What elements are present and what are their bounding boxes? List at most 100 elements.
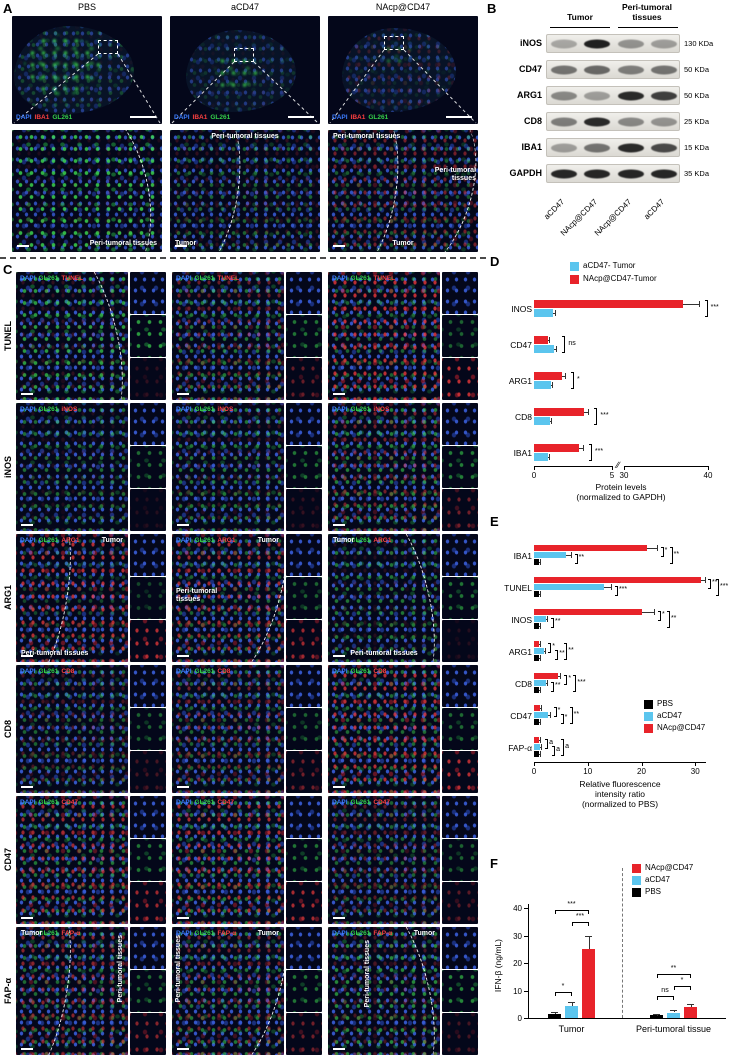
green-channel-texture (130, 708, 166, 750)
green-channel-texture (172, 403, 284, 531)
row-label-text: iNOS (2, 455, 13, 478)
sig-label: ns (661, 987, 669, 994)
error-bar (641, 609, 655, 615)
sig-bracket (571, 922, 589, 926)
bar-NAcp@CD47 (534, 609, 642, 615)
microscopy-CD47-1: DAPI GL261 CD47 (16, 796, 128, 924)
y-axis (528, 904, 530, 1019)
x-axis-label: (normalized to PBS) (581, 799, 659, 809)
tick-label: 0 (531, 471, 537, 480)
panel-a-label: A (3, 1, 13, 16)
stain-dapi: DAPI (20, 406, 36, 413)
channel-thumb-red (130, 358, 166, 400)
legend-label: NAcp@CD47 (645, 863, 694, 872)
stain-cd47: CD47 (373, 799, 391, 806)
stain-gl261: GL261 (210, 114, 231, 121)
category-label-INOS: INOS (511, 304, 532, 314)
row-label-FAP-α: FAP-α (1, 927, 14, 1055)
stain-dapi: DAPI (176, 537, 192, 544)
red-channel-texture (328, 534, 440, 662)
bar-PBS (534, 655, 540, 661)
tick-label: 30 (513, 931, 522, 941)
sig-bracket (716, 579, 719, 596)
stain-label: DAPI GL261 ARG1 (20, 537, 82, 544)
sig-bracket (564, 675, 568, 685)
green-channel-texture (442, 577, 478, 619)
stain-dapi: DAPI (332, 930, 348, 937)
blot-strip-CD47 (546, 60, 680, 79)
blue-channel-texture (286, 272, 322, 314)
x-axis-label: (normalized to GAPDH) (576, 492, 666, 502)
microscopy-iNOS-1: DAPI GL261 iNOS (16, 403, 128, 531)
microscopy-iNOS-3: DAPI GL261 iNOS (328, 403, 440, 531)
stain-label: DAPI GL261 iNOS (20, 406, 80, 413)
stain-label: DAPI GL261 CD47 (20, 799, 81, 806)
stain-gl261: GL261 (368, 114, 389, 121)
bar-NAcp@CD47 (534, 545, 647, 551)
channel-thumb-green (130, 315, 166, 357)
stain-dapi: DAPI (176, 406, 192, 413)
stain-dapi: DAPI (332, 537, 348, 544)
microscopy-TUNEL-2: DAPI GL261 TUNEL (172, 272, 284, 400)
red-channel-texture (172, 796, 284, 924)
error-bar (551, 1012, 558, 1014)
bar-NAcp@CD47 (534, 705, 541, 711)
channel-thumb-blue (130, 534, 166, 576)
stain-label: DAPI GL261 CD47 (176, 799, 237, 806)
stain-gl261: GL261 (194, 668, 215, 675)
x-axis (534, 762, 706, 764)
scale-bar (21, 1048, 33, 1050)
protein-band (584, 65, 611, 74)
sig-bracket (656, 996, 674, 1000)
error-bar (670, 1010, 677, 1013)
channel-thumb-blue (286, 927, 322, 969)
molecular-weight: 50 KDa (684, 91, 710, 100)
sig-bracket (570, 372, 574, 389)
stain-gl261: GL261 (350, 406, 371, 413)
sig-label: ** (554, 618, 561, 625)
error-bar (548, 337, 551, 343)
blue-channel-texture (130, 403, 166, 445)
protein-band (617, 117, 644, 126)
axis-tick (524, 935, 528, 937)
row-label-text: ARG1 (2, 585, 13, 611)
bar-aCD47 (534, 744, 541, 750)
scale-bar (175, 245, 187, 247)
stain-iba1: IBA1 (34, 114, 50, 121)
brain-section-image-1: DAPI IBA1 GL261 (12, 16, 162, 124)
sig-label: a (549, 739, 553, 746)
header-underline (550, 27, 610, 28)
red-channel-texture (16, 665, 128, 793)
error-bar (539, 687, 542, 693)
tumor-region (214, 54, 260, 92)
green-channel-texture (342, 28, 456, 112)
blue-channel-texture (286, 403, 322, 445)
stain-fap-α: FAP-α (61, 930, 81, 937)
sig-bracket (656, 974, 691, 978)
category-label-ARG1: ARG1 (508, 376, 532, 386)
bar-NAcp@CD47 (534, 641, 540, 647)
stain-dapi: DAPI (332, 114, 348, 121)
peritumor-zoom-image-1: Peri-tumoral tissues (12, 130, 162, 252)
channel-thumb-red (442, 1013, 478, 1055)
stain-arg1: ARG1 (373, 537, 392, 544)
channel-thumb-blue (130, 272, 166, 314)
row-label-CD8: CD8 (1, 665, 14, 793)
blot-strip-GAPDH (546, 164, 680, 183)
red-channel-texture (12, 130, 162, 252)
row-label-text: FAP-α (2, 977, 13, 1005)
stain-inos: iNOS (61, 406, 78, 413)
green-channel-texture (286, 577, 322, 619)
green-channel-texture (286, 839, 322, 881)
stain-iba1: IBA1 (350, 114, 366, 121)
protein-band (651, 143, 678, 152)
channel-thumb-green (442, 708, 478, 750)
channel-thumb-green (130, 839, 166, 881)
blue-channel-texture (442, 796, 478, 838)
blue-channel-texture (130, 665, 166, 707)
x-axis-label: intensity ratio (594, 789, 646, 799)
channel-thumb-blue (286, 665, 322, 707)
red-channel-texture (172, 403, 284, 531)
sig-label: * (576, 376, 580, 383)
